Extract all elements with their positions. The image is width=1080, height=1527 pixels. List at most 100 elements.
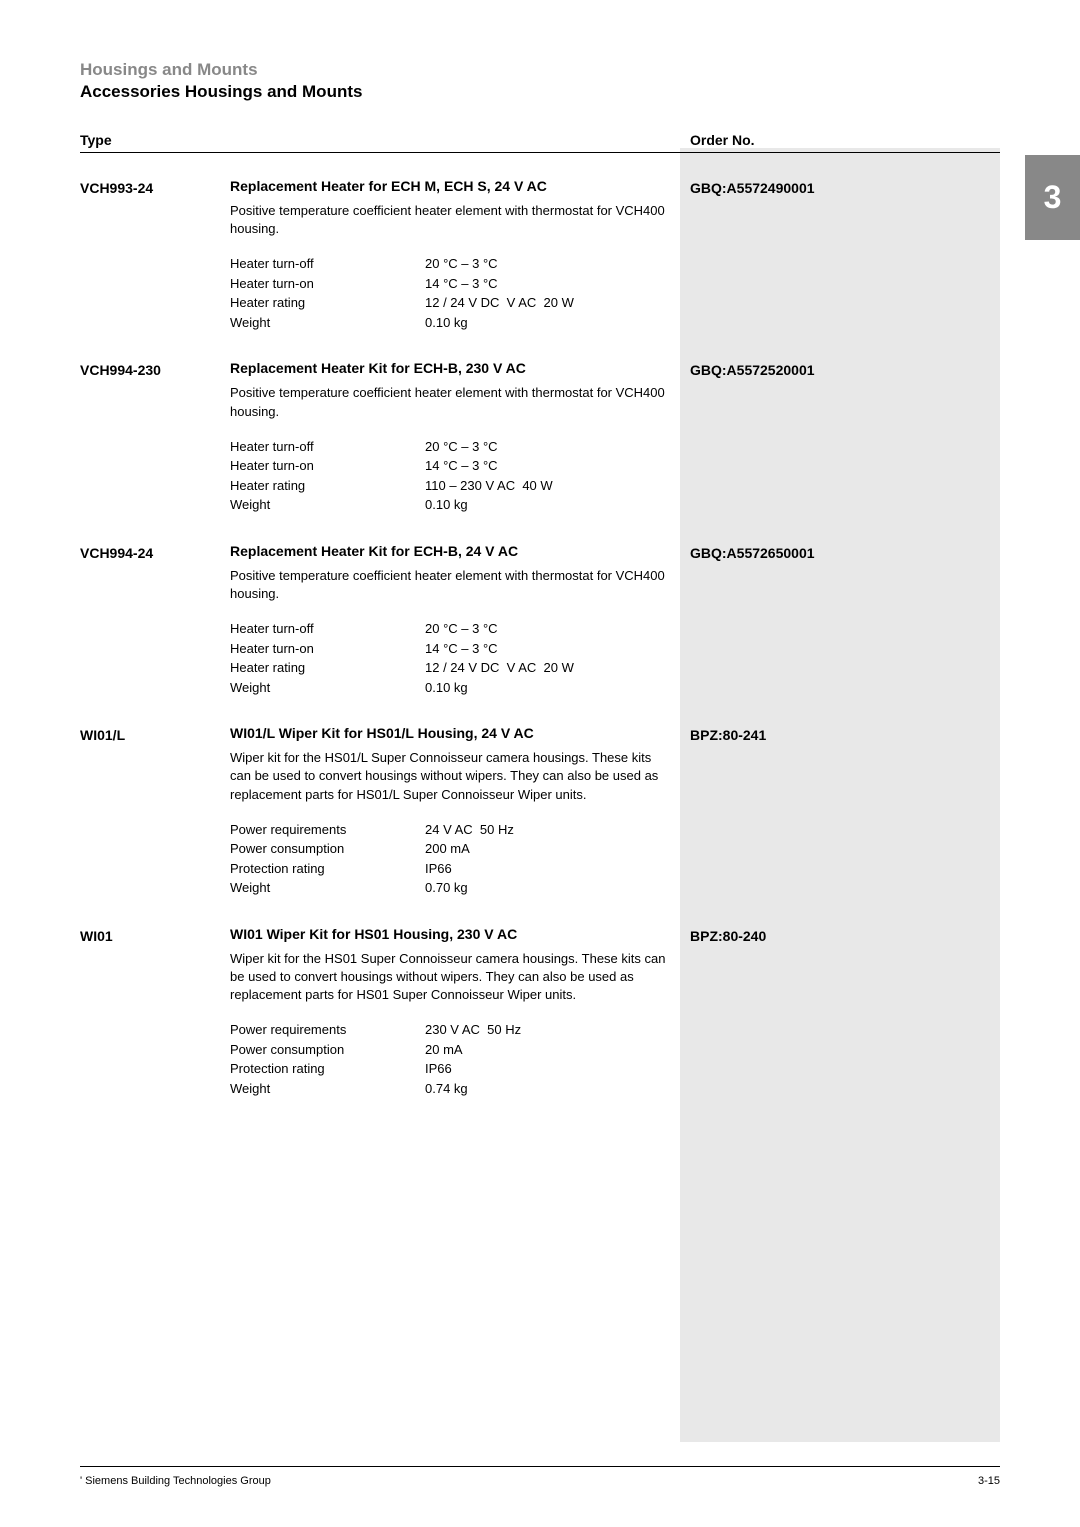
spec-value: 12 / 24 V DC V AC 20 W: [425, 293, 670, 313]
spec-row: Heater turn-on14 °C – 3 °C: [230, 639, 670, 659]
product-block: VCH994-230Replacement Heater Kit for ECH…: [80, 360, 1000, 514]
spec-label: Power consumption: [230, 1040, 425, 1060]
spec-row: Heater turn-on14 °C – 3 °C: [230, 456, 670, 476]
product-type: WI01/L: [80, 725, 230, 898]
product-description: Positive temperature coefficient heater …: [230, 567, 670, 603]
page-title: Accessories Housings and Mounts: [80, 82, 1000, 102]
product-order-no: BPZ:80-241: [680, 725, 1000, 898]
spec-value: 12 / 24 V DC V AC 20 W: [425, 658, 670, 678]
spec-value: 0.70 kg: [425, 878, 670, 898]
spec-row: Weight0.74 kg: [230, 1079, 670, 1099]
product-title: Replacement Heater Kit for ECH-B, 230 V …: [230, 360, 670, 376]
spec-label: Weight: [230, 495, 425, 515]
product-row: WI01/LWI01/L Wiper Kit for HS01/L Housin…: [80, 725, 1000, 898]
product-type: VCH994-24: [80, 543, 230, 697]
spec-row: Power requirements230 V AC 50 Hz: [230, 1020, 670, 1040]
spec-label: Heater turn-off: [230, 254, 425, 274]
products-list: VCH993-24Replacement Heater for ECH M, E…: [80, 178, 1000, 1098]
product-description: Positive temperature coefficient heater …: [230, 202, 670, 238]
product-title: Replacement Heater for ECH M, ECH S, 24 …: [230, 178, 670, 194]
page-footer: ' Siemens Building Technologies Group 3-…: [80, 1466, 1000, 1487]
spec-row: Heater rating110 – 230 V AC 40 W: [230, 476, 670, 496]
spec-value: IP66: [425, 859, 670, 879]
spec-value: 20 °C – 3 °C: [425, 254, 670, 274]
spec-row: Weight0.10 kg: [230, 313, 670, 333]
spec-label: Protection rating: [230, 1059, 425, 1079]
spec-row: Power consumption200 mA: [230, 839, 670, 859]
spec-value: 0.10 kg: [425, 313, 670, 333]
spec-row: Power consumption20 mA: [230, 1040, 670, 1060]
page-header: Housings and Mounts Accessories Housings…: [80, 60, 1000, 102]
product-block: WI01WI01 Wiper Kit for HS01 Housing, 230…: [80, 926, 1000, 1099]
product-row: VCH993-24Replacement Heater for ECH M, E…: [80, 178, 1000, 332]
spec-value: 20 °C – 3 °C: [425, 619, 670, 639]
content-area: Type Order No. VCH993-24Replacement Heat…: [80, 132, 1000, 1098]
spec-label: Heater turn-off: [230, 619, 425, 639]
spec-value: 0.74 kg: [425, 1079, 670, 1099]
spec-row: Protection ratingIP66: [230, 1059, 670, 1079]
spec-value: 0.10 kg: [425, 495, 670, 515]
product-description: Positive temperature coefficient heater …: [230, 384, 670, 420]
product-title: Replacement Heater Kit for ECH-B, 24 V A…: [230, 543, 670, 559]
spec-row: Heater turn-off20 °C – 3 °C: [230, 619, 670, 639]
product-block: VCH994-24Replacement Heater Kit for ECH-…: [80, 543, 1000, 697]
spec-value: 14 °C – 3 °C: [425, 456, 670, 476]
product-order-no: GBQ:A5572490001: [680, 178, 1000, 332]
col-header-type: Type: [80, 132, 230, 148]
product-order-no: GBQ:A5572520001: [680, 360, 1000, 514]
spec-value: 230 V AC 50 Hz: [425, 1020, 670, 1040]
spec-value: 20 °C – 3 °C: [425, 437, 670, 457]
spec-label: Weight: [230, 313, 425, 333]
spec-label: Heater turn-off: [230, 437, 425, 457]
spec-value: 0.10 kg: [425, 678, 670, 698]
spec-value: 110 – 230 V AC 40 W: [425, 476, 670, 496]
spec-row: Power requirements24 V AC 50 Hz: [230, 820, 670, 840]
product-description-col: WI01/L Wiper Kit for HS01/L Housing, 24 …: [230, 725, 680, 898]
spec-value: 14 °C – 3 °C: [425, 639, 670, 659]
col-header-spacer: [230, 132, 680, 148]
footer-right: 3-15: [978, 1475, 1000, 1487]
col-header-order: Order No.: [680, 132, 1000, 148]
product-description: Wiper kit for the HS01 Super Connoisseur…: [230, 950, 670, 1005]
footer-left: ' Siemens Building Technologies Group: [80, 1475, 271, 1487]
product-description-col: Replacement Heater for ECH M, ECH S, 24 …: [230, 178, 680, 332]
product-title: WI01/L Wiper Kit for HS01/L Housing, 24 …: [230, 725, 670, 741]
spec-label: Protection rating: [230, 859, 425, 879]
product-order-no: GBQ:A5572650001: [680, 543, 1000, 697]
page-subtitle: Housings and Mounts: [80, 60, 1000, 80]
spec-value: 20 mA: [425, 1040, 670, 1060]
table-header: Type Order No.: [80, 132, 1000, 153]
spec-label: Heater rating: [230, 476, 425, 496]
product-row: VCH994-24Replacement Heater Kit for ECH-…: [80, 543, 1000, 697]
spec-value: 24 V AC 50 Hz: [425, 820, 670, 840]
spec-label: Heater rating: [230, 658, 425, 678]
spec-row: Weight0.70 kg: [230, 878, 670, 898]
spec-label: Heater turn-on: [230, 274, 425, 294]
product-description-col: Replacement Heater Kit for ECH-B, 230 V …: [230, 360, 680, 514]
product-block: VCH993-24Replacement Heater for ECH M, E…: [80, 178, 1000, 332]
page-container: Housings and Mounts Accessories Housings…: [0, 0, 1080, 1527]
product-block: WI01/LWI01/L Wiper Kit for HS01/L Housin…: [80, 725, 1000, 898]
spec-value: 14 °C – 3 °C: [425, 274, 670, 294]
spec-label: Power requirements: [230, 1020, 425, 1040]
spec-row: Heater rating12 / 24 V DC V AC 20 W: [230, 658, 670, 678]
spec-row: Heater turn-on14 °C – 3 °C: [230, 274, 670, 294]
spec-row: Heater turn-off20 °C – 3 °C: [230, 254, 670, 274]
product-type: VCH994-230: [80, 360, 230, 514]
spec-label: Weight: [230, 878, 425, 898]
spec-label: Heater rating: [230, 293, 425, 313]
spec-row: Weight0.10 kg: [230, 495, 670, 515]
product-description: Wiper kit for the HS01/L Super Connoisse…: [230, 749, 670, 804]
product-type: VCH993-24: [80, 178, 230, 332]
spec-label: Weight: [230, 1079, 425, 1099]
spec-label: Power requirements: [230, 820, 425, 840]
product-type: WI01: [80, 926, 230, 1099]
spec-value: IP66: [425, 1059, 670, 1079]
spec-label: Power consumption: [230, 839, 425, 859]
spec-row: Heater rating12 / 24 V DC V AC 20 W: [230, 293, 670, 313]
product-description-col: Replacement Heater Kit for ECH-B, 24 V A…: [230, 543, 680, 697]
product-row: WI01WI01 Wiper Kit for HS01 Housing, 230…: [80, 926, 1000, 1099]
spec-label: Heater turn-on: [230, 639, 425, 659]
spec-label: Weight: [230, 678, 425, 698]
spec-label: Heater turn-on: [230, 456, 425, 476]
